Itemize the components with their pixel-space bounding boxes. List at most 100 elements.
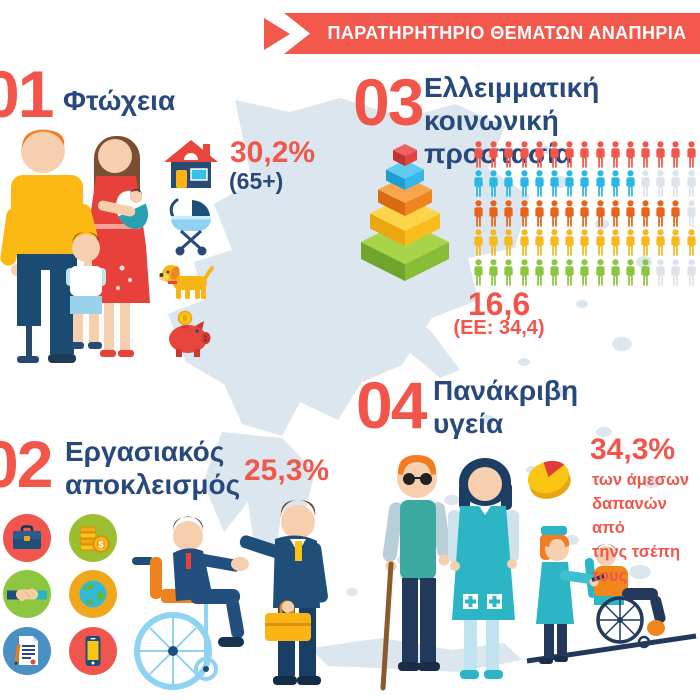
section-01-title: Φτώχεια: [63, 85, 176, 116]
person-icon: [671, 170, 681, 198]
person-icon: [656, 141, 665, 168]
health-desc-line3: τηνς τσέπη τους: [592, 543, 681, 585]
person-icon: [686, 170, 696, 198]
person-icon: [565, 170, 574, 198]
person-icon: [580, 229, 589, 256]
person-icon: [580, 199, 589, 227]
person-icon: [550, 229, 559, 256]
person-icon: [474, 141, 483, 168]
person-icon: [686, 141, 696, 168]
ribbon-arrow-icon: [264, 18, 290, 50]
person-icon: [641, 258, 650, 286]
person-icon: [656, 170, 665, 198]
baby-stroller-icon: [169, 198, 211, 256]
person-icon: [504, 229, 514, 256]
person-icon: [519, 258, 529, 286]
person-icon: [611, 258, 620, 286]
wheelchair-handshake-illustration: [132, 499, 328, 690]
person-icon: [656, 229, 665, 256]
person-icon: [671, 229, 681, 256]
person-icon: [489, 258, 498, 286]
person-icon: [641, 229, 650, 256]
family-illustration: [0, 129, 150, 363]
person-icon: [641, 170, 650, 198]
dog-icon: [159, 265, 214, 299]
person-icon: [626, 170, 635, 198]
person-icon: [686, 199, 696, 227]
person-icon: [474, 229, 483, 256]
person-icon: [611, 229, 620, 256]
person-icon: [550, 170, 559, 198]
section-02-title-line2: αποκλεισμός: [65, 469, 241, 500]
person-icon: [565, 229, 574, 256]
person-icon: [535, 141, 544, 168]
health-stat: 34,3%: [590, 433, 676, 466]
section-03-title-line1: Ελλειμματική: [424, 72, 600, 103]
person-icon: [671, 141, 681, 168]
health-stat-description: των άμεσων δαπανών από τηνς τσέπη τους: [592, 468, 700, 588]
person-icon: [535, 170, 544, 198]
person-icon: [580, 170, 589, 198]
social-protection-stat: 16,6: [467, 286, 531, 322]
person-icon: [489, 199, 498, 227]
poverty-stat: 30,2%: [230, 136, 316, 169]
section-04-title-line2: υγεία: [433, 408, 504, 439]
person-icon: [595, 199, 605, 227]
person-icon: [474, 170, 483, 198]
svg-text:$: $: [98, 540, 103, 550]
person-icon: [474, 199, 483, 227]
section-03-title: Ελλειμματική κοινωνική προστασία: [424, 71, 700, 170]
person-icon: [641, 141, 650, 168]
poverty-stat-note: (65+): [229, 168, 284, 194]
house-icon: [164, 140, 218, 188]
person-icon: [519, 141, 529, 168]
person-icon: [504, 199, 514, 227]
person-icon: [504, 141, 514, 168]
person-icon: [489, 229, 498, 256]
person-icon: [550, 258, 559, 286]
person-icon: [671, 199, 681, 227]
person-icon: [519, 199, 529, 227]
person-icon: [656, 258, 665, 286]
person-icon: [550, 199, 559, 227]
smartphone-icon: [69, 627, 117, 675]
person-icon: [550, 141, 559, 168]
person-icon: [656, 199, 665, 227]
person-icon: [565, 141, 574, 168]
person-icon: [626, 258, 635, 286]
work-exclusion-stat: 25,3%: [244, 454, 330, 487]
person-icon: [686, 258, 696, 286]
section-04-title: Πανάκριβη υγεία: [433, 374, 578, 440]
globe-icon: [69, 570, 117, 618]
nurse-pushing-wheelchair-illustration: [526, 526, 697, 664]
person-icon: [595, 229, 605, 256]
section-02-title: Εργασιακός αποκλεισμός: [65, 435, 240, 501]
person-icon: [595, 258, 605, 286]
health-desc-line2: δαπανών από: [592, 495, 667, 537]
person-icon: [565, 199, 574, 227]
person-icon: [626, 199, 635, 227]
person-icon: [641, 199, 650, 227]
blind-man-and-nurse-illustration: [380, 455, 519, 691]
person-icon: [580, 141, 589, 168]
population-pictogram: [472, 141, 700, 288]
header-banner: ΠΑΡΑΤΗΡΗΤΗΡΙΟ ΘΕΜΑΤΩΝ ΑΝΑΠΗΡΙΑ: [284, 13, 700, 54]
section-03-number: 03: [353, 65, 424, 139]
section-02-number: 02: [0, 427, 53, 501]
section-01-number: 01: [0, 57, 54, 131]
person-icon: [535, 258, 544, 286]
person-icon: [519, 229, 529, 256]
person-icon: [626, 229, 635, 256]
person-icon: [595, 170, 605, 198]
pie-chart-icon: [527, 460, 571, 499]
section-04-title-line1: Πανάκριβη: [433, 375, 579, 406]
person-icon: [519, 170, 529, 198]
person-icon: [565, 258, 574, 286]
person-icon: [671, 258, 681, 286]
person-icon: [611, 199, 620, 227]
health-desc-line1: των άμεσων: [592, 471, 690, 489]
person-icon: [611, 141, 620, 168]
person-icon: [535, 229, 544, 256]
